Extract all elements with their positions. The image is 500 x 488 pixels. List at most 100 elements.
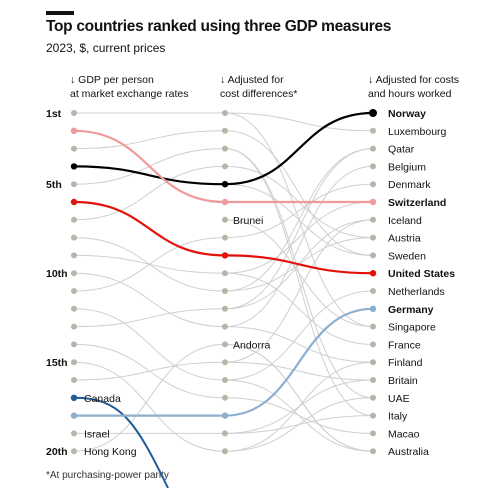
highlight-dot [369, 109, 377, 117]
column-header-line: ↓ Adjusted for [220, 74, 284, 86]
rank-dot [222, 110, 228, 116]
canada-line [73, 396, 169, 488]
col3-country-label: Britain [388, 375, 418, 387]
rank-dot [222, 127, 228, 134]
rank-dot [71, 359, 77, 366]
grey-country-line [73, 165, 374, 328]
col3-country-label: Macao [388, 428, 420, 440]
highlight-line-norway [73, 111, 374, 186]
grey-country-line [224, 201, 374, 274]
highlight-line-switzerland [73, 129, 373, 204]
col3-country-label: Sweden [388, 250, 426, 262]
col3-country-label: Australia [388, 446, 429, 458]
rank-dot [222, 341, 228, 348]
grey-country-line [73, 361, 374, 381]
grey-country-line [224, 397, 374, 452]
grey-country-line [224, 219, 374, 328]
grey-country-line [73, 254, 374, 345]
highlight-dot [369, 305, 377, 312]
rank-dot [71, 234, 77, 241]
column-header-line: ↓ Adjusted for costs [368, 74, 460, 86]
rank-dot [222, 323, 228, 330]
rank-dot [222, 430, 228, 437]
rank-dot [71, 430, 77, 437]
chart-subtitle: 2023, $, current prices [46, 41, 166, 55]
column-header-line: at market exchange rates [70, 88, 189, 100]
rank-dot [222, 288, 228, 294]
col3-country-label: UAE [388, 393, 410, 405]
rank-dot [222, 145, 228, 152]
chart-title: Top countries ranked using three GDP mea… [46, 18, 392, 35]
rank-dot [71, 252, 77, 259]
rank-dot [370, 216, 376, 223]
grey-country-line [224, 379, 374, 434]
rank-dot [370, 181, 376, 188]
rank-dot [71, 305, 77, 312]
grey-country-line [224, 148, 374, 310]
highlight-dot [70, 163, 78, 170]
highlight-dot [221, 412, 229, 419]
col3-country-label: Luxembourg [388, 126, 447, 138]
grey-country-line [73, 290, 374, 381]
col3-country-label: Finland [388, 357, 423, 369]
highlight-line-germany [73, 307, 374, 417]
rank-dot [370, 252, 376, 259]
grey-country-line [224, 326, 374, 363]
highlight-dot [70, 198, 78, 206]
rank-dot [71, 323, 77, 330]
grey-country-line [73, 183, 374, 292]
col1-country-label: Israel [84, 428, 110, 440]
grey-country-line [224, 148, 374, 417]
rank-dot [71, 216, 77, 223]
rank-dot [370, 412, 376, 419]
col3-country-label: Belgium [388, 161, 426, 173]
top-rule [46, 11, 74, 15]
rank-dot [222, 270, 228, 277]
highlight-dot [70, 394, 78, 401]
col3-country-label: Netherlands [388, 286, 445, 298]
highlight-line-united-states [73, 200, 374, 275]
grey-country-line [224, 379, 374, 452]
rank-dot [370, 288, 376, 294]
rank-dot [222, 216, 228, 223]
highlight-dot [221, 252, 229, 259]
rank-dot [370, 430, 376, 437]
column-header-line: ↓ GDP per person [70, 74, 154, 86]
column-header-line: cost differences* [220, 88, 298, 100]
footnote: *At purchasing-power parity [46, 470, 169, 481]
rank-dot [370, 377, 376, 383]
rank-dot [222, 163, 228, 170]
col3-country-label: Italy [388, 411, 408, 423]
col3-country-label: Switzerland [388, 197, 446, 209]
col3-country-label: Norway [388, 108, 426, 120]
grey-country-line [224, 343, 374, 452]
rank-label: 5th [46, 179, 62, 191]
col2-country-label: Brunei [233, 215, 263, 227]
rank-dot [71, 341, 77, 348]
highlight-dot [369, 270, 377, 277]
grey-country-line [74, 112, 374, 132]
col3-country-label: United States [388, 268, 455, 280]
col1-country-label: Canada [84, 393, 121, 405]
rank-dot [222, 234, 228, 241]
rank-dot [370, 359, 376, 366]
rank-dot [222, 394, 228, 401]
col3-country-label: Iceland [388, 215, 422, 227]
rank-label: 15th [46, 357, 68, 369]
col3-country-label: Germany [388, 304, 434, 316]
rank-label: 1st [46, 108, 62, 120]
col1-country-label: Hong Kong [84, 446, 137, 458]
rank-dot [222, 448, 228, 455]
column-header-cost-adjusted: ↓ Adjusted for cost differences* [220, 73, 297, 101]
highlight-dot [70, 127, 78, 134]
rank-dot [370, 341, 376, 348]
column-header-costs-hours: ↓ Adjusted for costs and hours worked [368, 73, 459, 101]
highlight-dot [221, 198, 229, 206]
highlight-dot [221, 181, 229, 188]
rank-dot [370, 394, 376, 401]
rank-label: 10th [46, 268, 68, 280]
highlight-dot [369, 198, 377, 206]
grey-country-line [224, 219, 374, 363]
col3-country-label: Austria [388, 233, 421, 245]
